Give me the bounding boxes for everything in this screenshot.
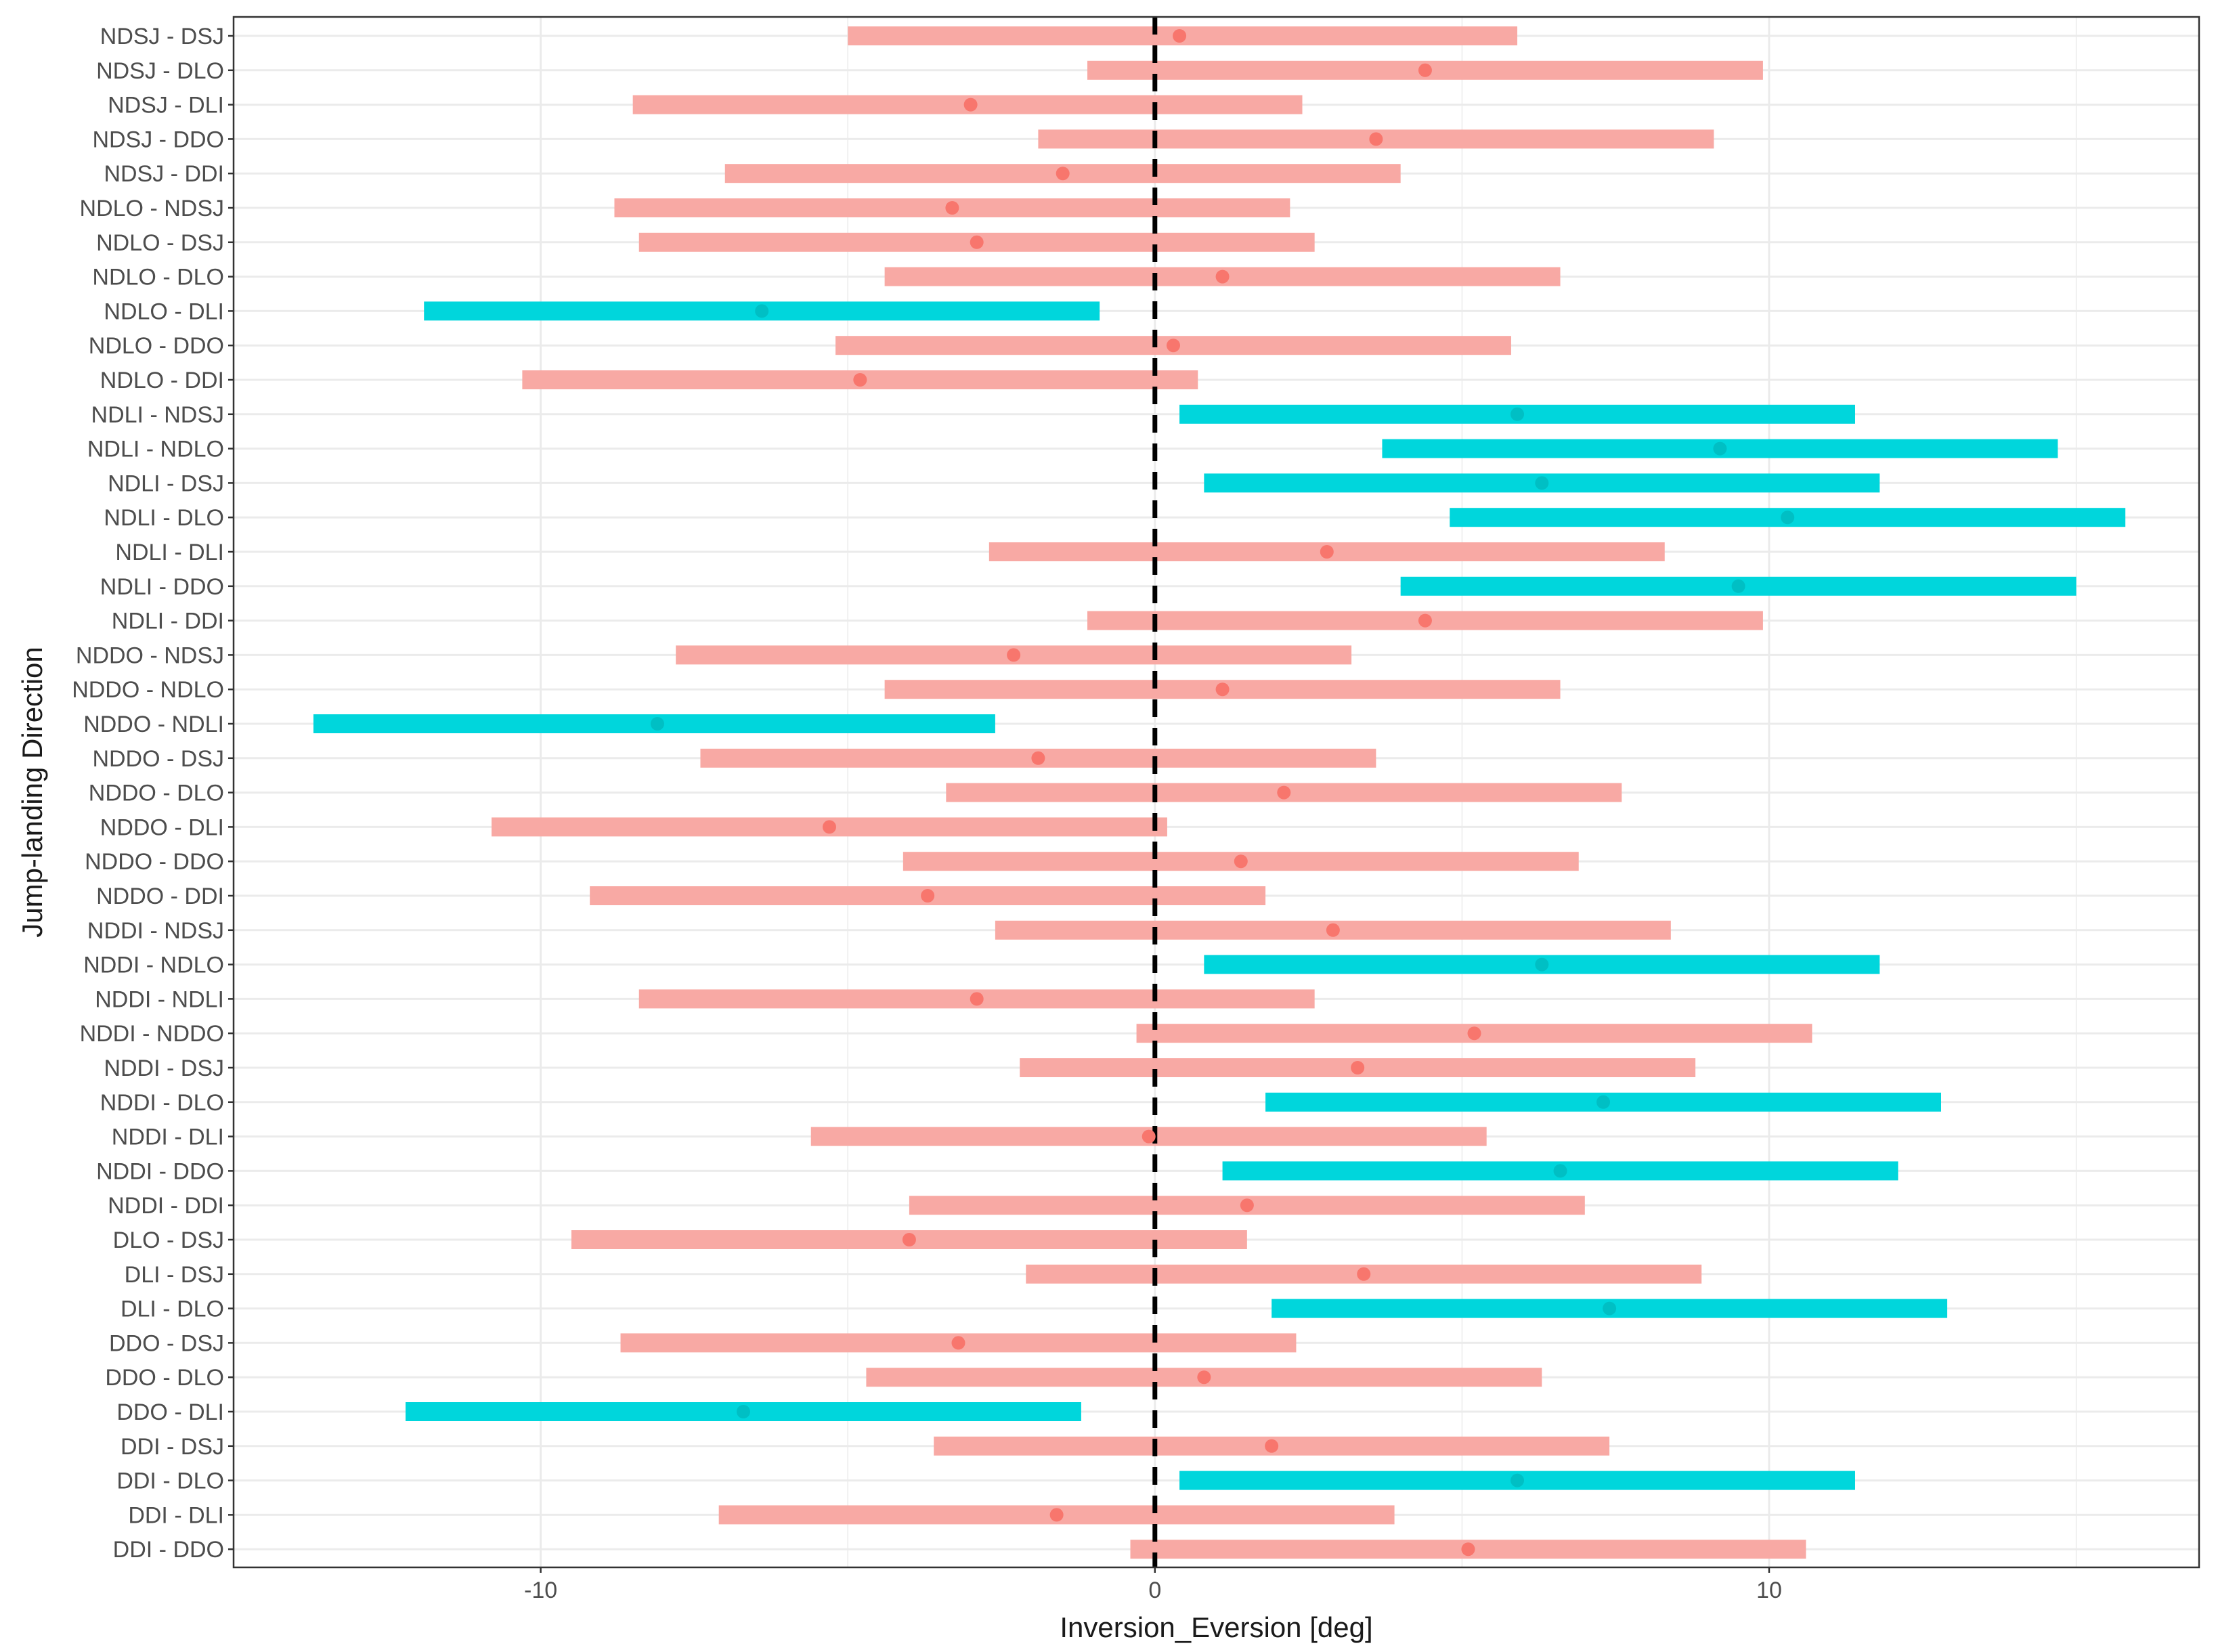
y-tick-label: NDSJ - DDO: [92, 127, 224, 152]
y-tick-label: NDLO - DDI: [100, 368, 224, 393]
y-tick-label: NDSJ - DLO: [96, 58, 224, 84]
y-tick-label: DDI - DLI: [128, 1502, 224, 1528]
estimate-point: [1240, 1198, 1254, 1213]
estimate-point: [902, 1233, 916, 1246]
estimate-point: [1197, 1370, 1211, 1385]
estimate-point: [1326, 923, 1340, 937]
estimate-point: [1351, 1061, 1365, 1074]
estimate-point: [963, 97, 978, 112]
y-tick-label: NDDO - NDSJ: [76, 643, 224, 668]
estimate-point: [1265, 1439, 1279, 1453]
estimate-point: [921, 889, 935, 903]
estimate-point: [1142, 1129, 1156, 1144]
y-axis-title: Jump-landing Direction: [16, 647, 48, 938]
y-tick-label: DDO - DLI: [116, 1399, 224, 1425]
y-tick-label: NDLI - DSJ: [108, 471, 224, 496]
x-tick-label: 0: [1148, 1578, 1161, 1603]
y-tick-label: NDLI - DLI: [115, 540, 224, 565]
y-tick-label: NDDO - DLI: [100, 814, 224, 840]
y-tick-label: DLI - DLO: [121, 1297, 224, 1322]
y-axis: NDSJ - DSJ NDSJ - DLO NDSJ - DLI NDSJ - DDO…: [72, 24, 234, 1563]
x-axis-title: Inversion_Eversion [deg]: [1060, 1611, 1372, 1643]
estimate-point: [1418, 63, 1432, 77]
y-tick-label: DLI - DSJ: [125, 1262, 224, 1288]
estimate-point: [1369, 132, 1383, 146]
estimate-point: [1277, 785, 1291, 800]
y-tick-label: DDO - DLO: [105, 1365, 224, 1391]
y-tick-label: NDDO - DLO: [89, 781, 224, 806]
y-tick-label: NDLO - NDSJ: [80, 196, 224, 221]
y-tick-label: DDO - DSJ: [109, 1330, 224, 1356]
y-tick-label: NDDI - DLI: [112, 1125, 224, 1150]
y-tick-label: NDLO - DLI: [104, 299, 224, 324]
y-tick-label: NDLI - NDLO: [87, 437, 224, 462]
x-tick-label: -10: [524, 1578, 557, 1603]
estimate-point: [951, 1336, 965, 1350]
y-tick-label: NDSJ - DLI: [108, 93, 224, 118]
estimate-point: [650, 717, 664, 731]
y-tick-label: NDDI - NDLO: [83, 953, 224, 978]
y-tick-label: NDDO - NDLI: [83, 712, 224, 737]
y-tick-label: NDDI - NDSJ: [87, 918, 224, 944]
estimate-point: [1357, 1267, 1371, 1281]
x-axis: -10 0 10: [524, 1567, 1782, 1603]
y-tick-label: NDLO - DDO: [89, 333, 224, 359]
y-tick-label: NDLO - DSJ: [96, 230, 224, 256]
y-tick-label: NDDO - DDO: [85, 849, 224, 875]
y-tick-label: NDDI - DDO: [96, 1158, 224, 1184]
y-tick-label: DDI - DLO: [116, 1469, 224, 1494]
y-tick-label: DLO - DSJ: [113, 1227, 224, 1253]
estimate-point: [1007, 648, 1021, 662]
estimate-point: [1215, 682, 1230, 697]
y-tick-label: NDDI - NDDO: [80, 1021, 224, 1047]
estimate-point: [822, 820, 836, 834]
estimate-point: [853, 373, 867, 387]
y-tick-label: NDLI - DDO: [100, 574, 224, 600]
y-tick-label: NDDI - DDI: [108, 1193, 224, 1219]
y-tick-label: NDDO - NDLO: [72, 677, 224, 703]
estimate-point: [1603, 1301, 1617, 1316]
estimate-point: [1173, 29, 1187, 43]
estimate-point: [1215, 269, 1230, 284]
y-tick-label: NDDI - DLO: [100, 1090, 224, 1116]
estimate-point: [1781, 510, 1795, 525]
estimate-point: [970, 992, 984, 1006]
estimate-point: [755, 304, 769, 318]
estimate-point: [1511, 407, 1525, 421]
estimate-point: [1731, 579, 1745, 593]
y-tick-label: NDDI - DSJ: [104, 1056, 224, 1081]
estimate-point: [1553, 1164, 1567, 1178]
y-tick-label: NDDI - NDLI: [95, 986, 224, 1012]
estimate-point: [1234, 854, 1248, 869]
estimate-point: [1467, 1026, 1481, 1041]
estimate-point: [1535, 476, 1549, 490]
y-tick-label: DDI - DSJ: [121, 1434, 224, 1460]
estimate-point: [1049, 1508, 1064, 1522]
estimate-point: [1320, 545, 1334, 559]
y-tick-label: NDLO - DLO: [92, 265, 224, 290]
estimate-point: [1596, 1095, 1611, 1109]
y-tick-label: NDDO - DDI: [96, 884, 224, 909]
estimate-point: [1535, 957, 1549, 972]
estimate-point: [1418, 613, 1432, 628]
estimate-point: [1461, 1542, 1475, 1557]
estimate-point: [1031, 751, 1045, 765]
estimate-points: [650, 29, 1795, 1557]
estimate-point: [1056, 167, 1070, 181]
y-tick-label: NDLI - DLO: [104, 505, 224, 531]
estimate-point: [736, 1405, 750, 1418]
y-tick-label: DDI - DDO: [113, 1537, 224, 1563]
y-tick-label: NDSJ - DSJ: [100, 24, 224, 49]
y-tick-label: NDSJ - DDI: [104, 161, 224, 187]
estimate-point: [970, 235, 984, 249]
y-tick-label: NDLI - DDI: [112, 609, 224, 634]
y-tick-label: NDLI - NDSJ: [91, 402, 224, 428]
estimate-point: [1166, 339, 1180, 353]
estimate-point: [1511, 1473, 1525, 1487]
estimate-point: [1713, 441, 1727, 456]
x-tick-label: 10: [1756, 1578, 1782, 1603]
y-tick-label: NDDO - DSJ: [92, 746, 224, 772]
estimate-point: [945, 201, 959, 215]
